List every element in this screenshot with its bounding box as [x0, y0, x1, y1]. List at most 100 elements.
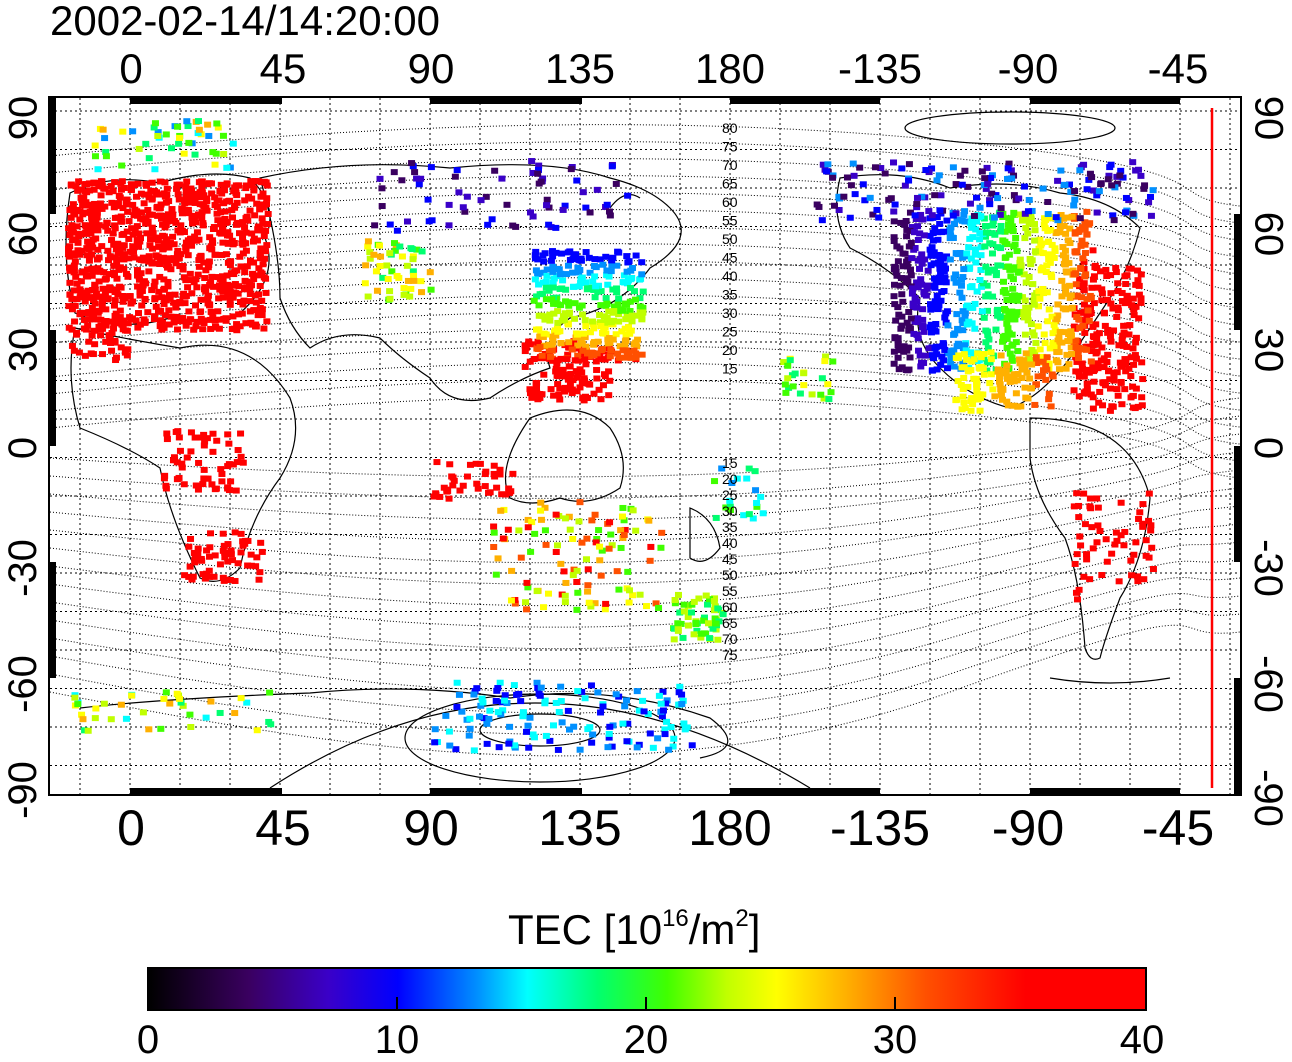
tec-cell: [213, 437, 221, 444]
contour-line: [50, 141, 1240, 224]
tec-cell: [1076, 215, 1084, 222]
tec-cell: [1024, 230, 1032, 237]
tec-cell: [582, 323, 590, 330]
tec-cell: [999, 333, 1007, 340]
tec-cell: [84, 238, 92, 245]
tec-cell: [1010, 402, 1018, 409]
tec-cell: [455, 691, 463, 698]
tec-cell: [597, 347, 605, 354]
tec-cell: [124, 346, 132, 353]
contour-line: [50, 226, 1240, 309]
tec-cell: [983, 282, 991, 289]
tec-cell: [971, 325, 979, 332]
tec-cell: [183, 118, 191, 125]
tec-cell: [166, 700, 174, 707]
tec-cell: [1107, 338, 1115, 345]
tec-cell: [1009, 285, 1017, 292]
tec-cell: [1088, 284, 1096, 291]
tec-cell: [463, 473, 471, 480]
tec-cell: [905, 308, 913, 315]
tec-cell: [586, 209, 594, 216]
tec-cell: [157, 307, 165, 314]
tec-cell: [210, 224, 218, 231]
tec-cell: [1140, 185, 1148, 192]
tec-cell: [1010, 192, 1018, 199]
tec-cell: [137, 256, 145, 263]
tec-cell: [1081, 249, 1089, 256]
tec-cell: [546, 311, 554, 318]
tec-cell: [549, 339, 557, 346]
tec-cell: [260, 274, 268, 281]
tec-cell: [162, 239, 170, 246]
tec-cell: [165, 244, 173, 251]
tec-cell: [619, 279, 627, 286]
tec-cell: [561, 202, 569, 209]
tec-cell: [98, 178, 106, 185]
tec-cell: [1008, 357, 1016, 364]
tec-cell: [625, 258, 633, 265]
tec-cell: [1089, 545, 1097, 552]
tec-cell: [583, 556, 591, 563]
tec-cell: [167, 313, 175, 320]
tec-cell: [556, 396, 564, 403]
tec-cell: [177, 222, 185, 229]
tec-cell: [593, 375, 601, 382]
tec-cell: [633, 744, 641, 751]
tec-cell: [208, 246, 216, 253]
tec-cell: [903, 279, 911, 286]
tec-cell: [236, 253, 244, 260]
bottom-lon-label: 45: [255, 800, 311, 856]
tec-cell: [541, 527, 549, 534]
tec-cell: [568, 390, 576, 397]
tec-cell: [1098, 344, 1106, 351]
tec-cell: [1134, 267, 1142, 274]
tec-cell: [1058, 339, 1066, 346]
tec-cell: [72, 183, 80, 190]
tec-cell: [918, 251, 926, 258]
tec-cell: [562, 384, 570, 391]
tec-cell: [612, 691, 620, 698]
tec-cell: [517, 554, 525, 561]
tec-cell: [75, 230, 83, 237]
tec-cell: [692, 621, 700, 628]
tec-cell: [123, 228, 131, 235]
tec-cell: [418, 289, 426, 296]
tec-cell: [578, 351, 586, 358]
tec-cell: [587, 603, 595, 610]
tec-cell: [925, 345, 933, 352]
tec-cell: [224, 485, 232, 492]
tec-cell: [1005, 215, 1013, 222]
tec-cell: [711, 478, 719, 485]
tec-cell: [263, 221, 271, 228]
tec-cell: [578, 369, 586, 376]
tec-cell: [408, 160, 416, 167]
tec-cell: [1070, 202, 1078, 209]
tec-cell: [992, 326, 1000, 333]
tec-cell: [791, 370, 799, 377]
tec-cell: [952, 181, 960, 188]
tec-cell: [982, 263, 990, 270]
tec-cell: [559, 206, 567, 213]
tec-cell: [124, 320, 132, 327]
tec-cell: [936, 265, 944, 272]
tec-cell: [657, 544, 665, 551]
tec-cell: [1147, 527, 1155, 534]
tec-cell: [218, 470, 226, 477]
tec-cell: [607, 347, 615, 354]
tec-cell: [912, 216, 920, 223]
tec-cell: [796, 390, 804, 397]
tec-cell: [132, 317, 140, 324]
tec-cell: [593, 186, 601, 193]
tec-cell: [1139, 376, 1147, 383]
tec-cell: [1045, 390, 1053, 397]
tec-cell: [524, 722, 532, 729]
tec-cell: [192, 302, 200, 309]
tec-cell: [592, 358, 600, 365]
tec-cell: [984, 291, 992, 298]
tec-cell: [1104, 351, 1112, 358]
tec-cell: [964, 383, 972, 390]
tec-cell: [1065, 361, 1073, 368]
tec-cell: [226, 197, 234, 204]
tec-cell: [174, 255, 182, 262]
tec-cell: [575, 283, 583, 290]
